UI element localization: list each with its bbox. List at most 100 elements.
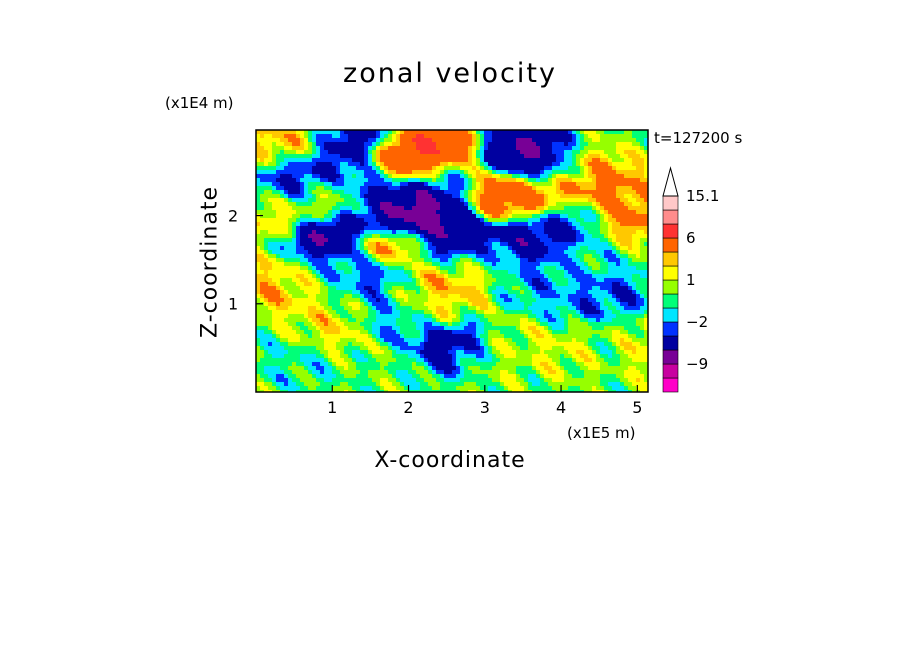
field-cell: [564, 162, 569, 167]
field-cell: [272, 190, 277, 195]
field-cell: [388, 286, 393, 291]
field-cell: [328, 146, 333, 151]
field-cell: [436, 226, 441, 231]
field-cell: [376, 278, 381, 283]
field-cell: [368, 278, 373, 283]
field-cell: [404, 266, 409, 271]
field-cell: [640, 170, 645, 175]
field-cell: [492, 318, 497, 323]
field-cell: [580, 206, 585, 211]
field-cell: [360, 262, 365, 267]
field-cell: [476, 174, 481, 179]
field-cell: [564, 134, 569, 139]
field-cell: [588, 214, 593, 219]
field-cell: [452, 250, 457, 255]
field-cell: [376, 190, 381, 195]
field-cell: [444, 194, 449, 199]
field-cell: [492, 250, 497, 255]
field-cell: [312, 230, 317, 235]
field-cell: [556, 210, 561, 215]
field-cell: [292, 182, 297, 187]
field-cell: [420, 290, 425, 295]
field-cell: [452, 322, 457, 327]
field-cell: [576, 290, 581, 295]
field-cell: [324, 214, 329, 219]
field-cell: [464, 318, 469, 323]
field-cell: [592, 270, 597, 275]
field-cell: [588, 246, 593, 251]
field-cell: [268, 294, 273, 299]
field-cell: [512, 170, 517, 175]
field-cell: [408, 246, 413, 251]
field-cell: [492, 222, 497, 227]
field-cell: [372, 266, 377, 271]
field-cell: [280, 302, 285, 307]
field-cell: [388, 158, 393, 163]
field-cell: [392, 214, 397, 219]
field-cell: [448, 318, 453, 323]
field-cell: [580, 266, 585, 271]
field-cell: [576, 198, 581, 203]
field-cell: [304, 310, 309, 315]
field-cell: [520, 258, 525, 263]
field-cell: [460, 218, 465, 223]
field-cell: [624, 206, 629, 211]
field-cell: [400, 206, 405, 211]
field-cell: [604, 278, 609, 283]
field-cell: [296, 266, 301, 271]
field-cell: [360, 294, 365, 299]
field-cell: [448, 198, 453, 203]
field-cell: [468, 278, 473, 283]
field-cell: [604, 322, 609, 327]
field-cell: [280, 154, 285, 159]
field-cell: [288, 154, 293, 159]
field-cell: [520, 242, 525, 247]
field-cell: [328, 274, 333, 279]
field-cell: [644, 154, 648, 159]
field-cell: [580, 262, 585, 267]
field-cell: [592, 250, 597, 255]
field-cell: [596, 298, 601, 303]
field-cell: [384, 326, 389, 331]
field-cell: [504, 302, 509, 307]
field-cell: [284, 318, 289, 323]
field-cell: [616, 154, 621, 159]
field-cell: [552, 314, 557, 319]
field-cell: [612, 158, 617, 163]
field-cell: [588, 230, 593, 235]
field-cell: [612, 246, 617, 251]
field-cell: [256, 234, 261, 239]
field-cell: [268, 274, 273, 279]
field-cell: [512, 218, 517, 223]
field-cell: [444, 146, 449, 151]
field-cell: [440, 314, 445, 319]
field-cell: [336, 294, 341, 299]
field-cell: [640, 166, 645, 171]
field-cell: [364, 142, 369, 147]
field-cell: [468, 226, 473, 231]
field-cell: [256, 134, 261, 139]
field-cell: [296, 314, 301, 319]
field-cell: [636, 282, 641, 287]
field-cell: [280, 130, 285, 135]
field-cell: [608, 294, 613, 299]
field-cell: [296, 330, 301, 335]
field-cell: [256, 290, 261, 295]
field-cell: [480, 258, 485, 263]
field-cell: [516, 314, 521, 319]
field-cell: [316, 322, 321, 327]
field-cell: [400, 242, 405, 247]
field-cell: [540, 262, 545, 267]
field-cell: [544, 218, 549, 223]
field-cell: [628, 150, 633, 155]
field-cell: [296, 206, 301, 211]
field-cell: [344, 166, 349, 171]
field-cell: [600, 234, 605, 239]
field-cell: [368, 270, 373, 275]
field-cell: [444, 154, 449, 159]
field-cell: [600, 162, 605, 167]
field-cell: [620, 258, 625, 263]
field-cell: [336, 170, 341, 175]
field-cell: [416, 186, 421, 191]
field-cell: [608, 218, 613, 223]
